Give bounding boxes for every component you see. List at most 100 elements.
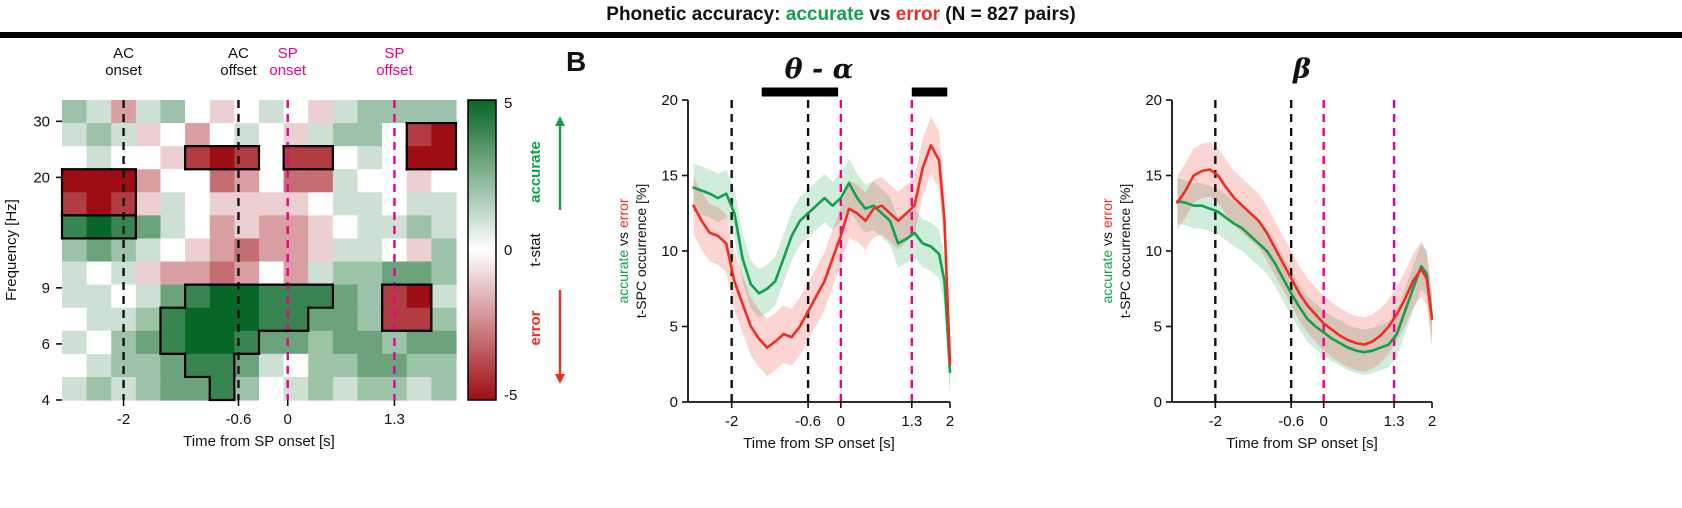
heatmap-cell bbox=[135, 330, 162, 355]
heatmap-cell bbox=[431, 215, 457, 240]
y-tick-label: 15 bbox=[1145, 168, 1162, 185]
y-tick-label: 0 bbox=[1154, 394, 1162, 411]
heatmap-cell bbox=[62, 215, 88, 240]
heatmap-cell bbox=[283, 330, 309, 355]
heatmap-cell bbox=[209, 307, 235, 332]
error-band bbox=[693, 116, 950, 393]
heatmap-cell bbox=[160, 284, 186, 309]
heatmap-cell bbox=[185, 123, 211, 147]
heatmap-cell bbox=[86, 376, 112, 401]
heatmap-cell bbox=[406, 192, 432, 216]
theta-alpha-panel: 0 5 10 15 20 -2 -0.6 0 1.3 2 Time from SP onset [s… bbox=[615, 54, 954, 452]
heatmap-cell bbox=[209, 146, 235, 170]
heatmap-cell bbox=[86, 169, 112, 193]
heatmap-cell bbox=[209, 215, 235, 240]
y-axis-label: Frequency [Hz] bbox=[3, 199, 20, 301]
heatmap-cell bbox=[185, 169, 211, 193]
heatmap-cell bbox=[406, 261, 432, 286]
heatmap-cell bbox=[382, 307, 408, 332]
heatmap-cell bbox=[185, 215, 211, 240]
y-tick-label: 9 bbox=[42, 280, 50, 297]
heatmap-cell bbox=[406, 215, 432, 240]
heatmap-cell bbox=[209, 238, 235, 263]
heatmap-cell bbox=[111, 307, 137, 332]
error-line bbox=[1176, 168, 1434, 346]
heatmap-cell bbox=[135, 192, 162, 216]
error-band bbox=[1177, 142, 1432, 372]
heatmap-cell bbox=[185, 307, 211, 332]
heatmap-cell bbox=[135, 238, 162, 263]
heatmap-cell bbox=[308, 100, 334, 124]
heatmap-cell bbox=[160, 238, 186, 263]
heatmap-cell bbox=[308, 146, 334, 170]
y-tick-label: 15 bbox=[661, 168, 678, 185]
heatmap-cell bbox=[259, 123, 285, 147]
title-vs: vs bbox=[863, 4, 896, 25]
y-axis-label-line2: t-SPC occurrence [%] bbox=[633, 184, 649, 319]
heatmap-cell bbox=[259, 353, 285, 378]
heatmap-cell bbox=[209, 330, 235, 355]
heatmap-cell bbox=[332, 215, 359, 240]
y-axis-label-line1: accurate vs error bbox=[1100, 198, 1115, 303]
panel-title: θ - α bbox=[785, 54, 854, 85]
heatmap-cell bbox=[234, 146, 260, 170]
event-label: SP bbox=[278, 45, 298, 62]
heatmap-cell bbox=[234, 100, 260, 124]
heatmap-cell bbox=[86, 146, 112, 170]
heatmap-cell bbox=[62, 146, 88, 170]
heatmap-cell bbox=[209, 376, 235, 401]
heatmap-cell bbox=[209, 284, 235, 309]
heatmap-cell bbox=[185, 353, 211, 378]
heatmap-cell bbox=[86, 215, 112, 240]
heatmap-cell bbox=[62, 100, 88, 124]
heatmap-cell bbox=[308, 123, 334, 147]
heatmap-cell bbox=[283, 192, 309, 216]
heatmap-cell bbox=[406, 123, 432, 147]
x-tick-label: -2 bbox=[1209, 413, 1222, 430]
heatmap-cell bbox=[406, 376, 432, 401]
y-tick-label: 20 bbox=[33, 169, 50, 186]
heatmap-cell bbox=[382, 376, 408, 401]
heatmap-cell bbox=[62, 169, 88, 193]
heatmap-cell bbox=[431, 100, 457, 124]
heatmap-cell bbox=[332, 192, 359, 216]
heatmap-cell bbox=[283, 307, 309, 332]
y-axis-label-part: accurate bbox=[615, 250, 631, 304]
event-label: offset bbox=[220, 62, 257, 79]
heatmap-cell bbox=[259, 307, 285, 332]
heatmap-cell bbox=[209, 123, 235, 147]
heatmap-cell bbox=[135, 146, 162, 170]
event-label: AC bbox=[113, 45, 134, 62]
heatmap-cell bbox=[259, 376, 285, 401]
y-axis-label-line2: t-SPC occurrence [%] bbox=[1117, 184, 1133, 319]
heatmap-cell bbox=[332, 123, 359, 147]
y-tick-label: 5 bbox=[670, 319, 678, 336]
x-tick-label: -2 bbox=[117, 411, 130, 428]
heatmap-cell bbox=[86, 284, 112, 309]
panel-title: β bbox=[1292, 54, 1311, 85]
event-label: AC bbox=[228, 45, 249, 62]
x-tick-label: 1.3 bbox=[384, 411, 405, 428]
y-axis-label-line1: accurate vs error bbox=[615, 198, 631, 303]
heatmap-cell bbox=[406, 353, 432, 378]
heatmap-cell bbox=[431, 146, 457, 170]
heatmap-cell bbox=[332, 100, 359, 124]
error-line bbox=[692, 144, 952, 366]
heatmap-cell bbox=[357, 123, 383, 147]
x-tick-label: 0 bbox=[284, 411, 292, 428]
heatmap-cell bbox=[357, 215, 383, 240]
y-tick-label: 10 bbox=[1145, 243, 1162, 260]
y-tick-label: 20 bbox=[661, 92, 678, 109]
heatmap-cell bbox=[160, 376, 186, 401]
heatmap-cell bbox=[382, 169, 408, 193]
heatmap-cell bbox=[406, 330, 432, 355]
heatmap-cell bbox=[62, 261, 88, 286]
heatmap-cell bbox=[209, 353, 235, 378]
heatmap-cell bbox=[283, 169, 309, 193]
title-suffix: (N = 827 pairs) bbox=[940, 4, 1076, 25]
heatmap-cell bbox=[308, 261, 334, 286]
heatmap-cell bbox=[406, 238, 432, 263]
heatmap-cell bbox=[209, 169, 235, 193]
heatmap-cell bbox=[160, 146, 186, 170]
heatmap-cell bbox=[234, 238, 260, 263]
